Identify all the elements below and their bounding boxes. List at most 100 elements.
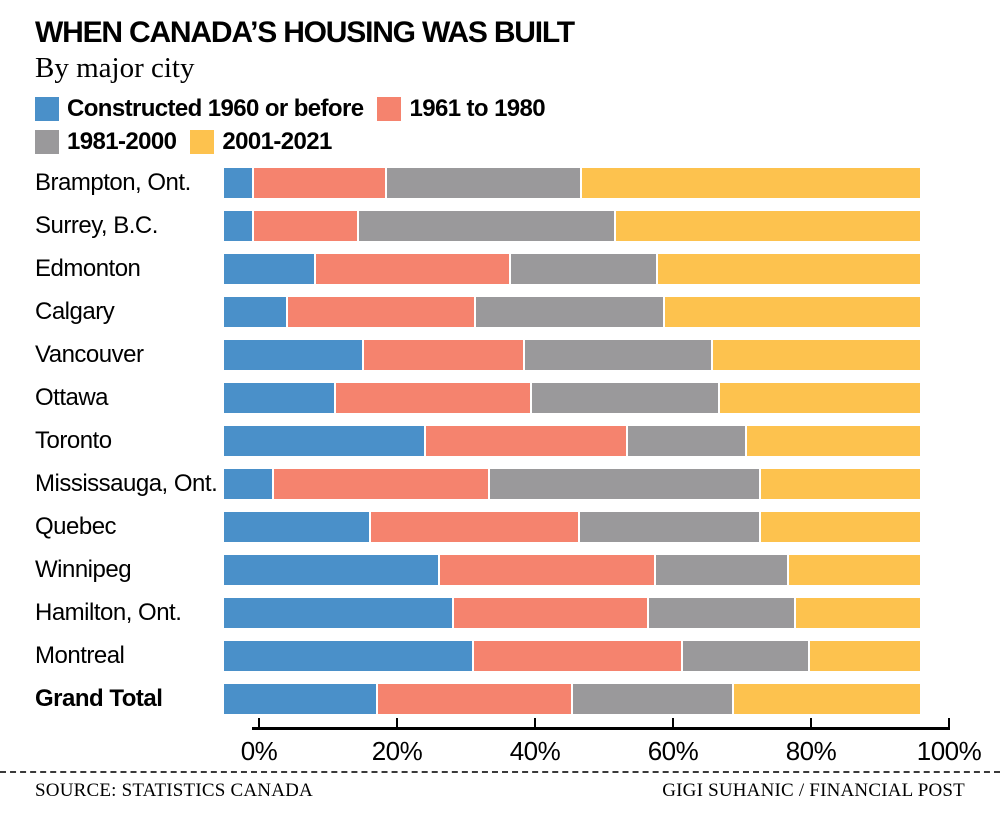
bar-segment: [809, 641, 920, 672]
x-axis: [252, 718, 950, 731]
bar-segment: [657, 254, 920, 285]
legend-swatch-icon: [377, 96, 402, 121]
bar-segment: [476, 297, 663, 328]
bar-segment: [616, 211, 920, 242]
bar-row: Mississauga, Ont.: [0, 469, 1000, 500]
x-tick-label: 0%: [240, 736, 278, 767]
bar-track: [224, 641, 920, 672]
bar-row: Hamilton, Ont.: [0, 598, 1000, 629]
bar-segment: [683, 641, 808, 672]
bar-row: Brampton, Ont.: [0, 168, 1000, 199]
bar-segment: [224, 555, 438, 586]
row-label: Hamilton, Ont.: [35, 599, 182, 627]
bar-row: Grand Total: [0, 684, 1000, 715]
bar-segment: [224, 426, 425, 457]
bar-row: Quebec: [0, 512, 1000, 543]
x-tick: [396, 718, 398, 728]
row-label: Edmonton: [35, 255, 141, 283]
chart-subtitle: By major city: [35, 52, 195, 84]
legend-row: Constructed 1960 or before 1961 to 1980: [35, 92, 1000, 125]
row-label: Mississauga, Ont.: [35, 470, 218, 498]
x-tick-label: 40%: [509, 736, 561, 767]
legend: Constructed 1960 or before 1961 to 1980 19…: [35, 92, 1000, 158]
bar-segment: [747, 426, 920, 457]
bar-row: Calgary: [0, 297, 1000, 328]
bar-segment: [628, 426, 746, 457]
bar-row: Vancouver: [0, 340, 1000, 371]
bar-segment: [761, 512, 920, 543]
bar-segment: [224, 168, 252, 199]
legend-label: Constructed 1960 or before: [67, 94, 364, 122]
bar-segment: [253, 211, 358, 242]
bar-segment: [426, 426, 627, 457]
legend-row: 1981-2000 2001-2021: [35, 125, 1000, 158]
row-label: Surrey, B.C.: [35, 212, 158, 240]
row-label: Montreal: [35, 642, 125, 670]
bar-track: [224, 211, 920, 242]
bar-segment: [274, 469, 489, 500]
bar-row: Surrey, B.C.: [0, 211, 1000, 242]
x-tick: [672, 718, 674, 728]
bar-segment: [253, 168, 385, 199]
x-tick: [258, 718, 260, 728]
bar-track: [224, 297, 920, 328]
bar-track: [224, 426, 920, 457]
x-tick-label: 80%: [785, 736, 837, 767]
bar-segment: [224, 383, 335, 414]
bar-track: [224, 684, 920, 715]
legend-swatch-icon: [35, 129, 59, 154]
bar-segment: [579, 512, 760, 543]
bar-track: [224, 383, 920, 414]
bar-track: [224, 555, 920, 586]
legend-item: Constructed 1960 or before: [35, 94, 364, 123]
bar-segment: [224, 340, 362, 371]
bar-segment: [224, 512, 369, 543]
x-tick: [534, 718, 536, 728]
bar-segment: [510, 254, 656, 285]
bar-track: [224, 469, 920, 500]
bar-segment: [224, 598, 452, 629]
legend-item: 1981-2000: [35, 127, 177, 156]
bar-segment: [719, 383, 920, 414]
x-tick: [948, 718, 950, 728]
credit-text: GIGI SUHANIC / FINANCIAL POST: [662, 780, 965, 801]
bar-segment: [572, 684, 732, 715]
bar-track: [224, 598, 920, 629]
row-label: Vancouver: [35, 341, 144, 369]
bar-row: Toronto: [0, 426, 1000, 457]
bar-segment: [224, 469, 273, 500]
bar-segment: [648, 598, 794, 629]
bar-segment: [795, 598, 920, 629]
x-tick-label: 20%: [371, 736, 423, 767]
bar-segment: [315, 254, 509, 285]
row-label: Ottawa: [35, 384, 109, 412]
legend-swatch-icon: [190, 129, 215, 154]
bar-row: Montreal: [0, 641, 1000, 672]
legend-swatch-icon: [35, 96, 59, 121]
bar-segment: [581, 168, 920, 199]
bar-segment: [336, 383, 530, 414]
legend-label: 2001-2021: [222, 127, 332, 155]
bar-segment: [788, 555, 920, 586]
legend-item: 1961 to 1980: [377, 94, 546, 123]
bar-segment: [664, 297, 920, 328]
chart-title: WHEN CANADA’S HOUSING WAS BUILT: [35, 16, 575, 49]
legend-item: 2001-2021: [190, 127, 332, 156]
bar-segment: [359, 211, 615, 242]
bar-track: [224, 340, 920, 371]
row-label: Brampton, Ont.: [35, 169, 191, 197]
bar-segment: [364, 340, 523, 371]
bar-track: [224, 512, 920, 543]
bar-track: [224, 254, 920, 285]
bar-segment: [655, 555, 787, 586]
bar-segment: [490, 469, 760, 500]
legend-label: 1961 to 1980: [409, 94, 546, 122]
bar-segment: [524, 340, 711, 371]
row-label: Quebec: [35, 513, 117, 541]
bar-row: Ottawa: [0, 383, 1000, 414]
bar-segment: [733, 684, 920, 715]
bar-segment: [224, 641, 473, 672]
x-tick-label: 60%: [647, 736, 699, 767]
legend-label: 1981-2000: [67, 127, 177, 155]
bar-segment: [712, 340, 920, 371]
